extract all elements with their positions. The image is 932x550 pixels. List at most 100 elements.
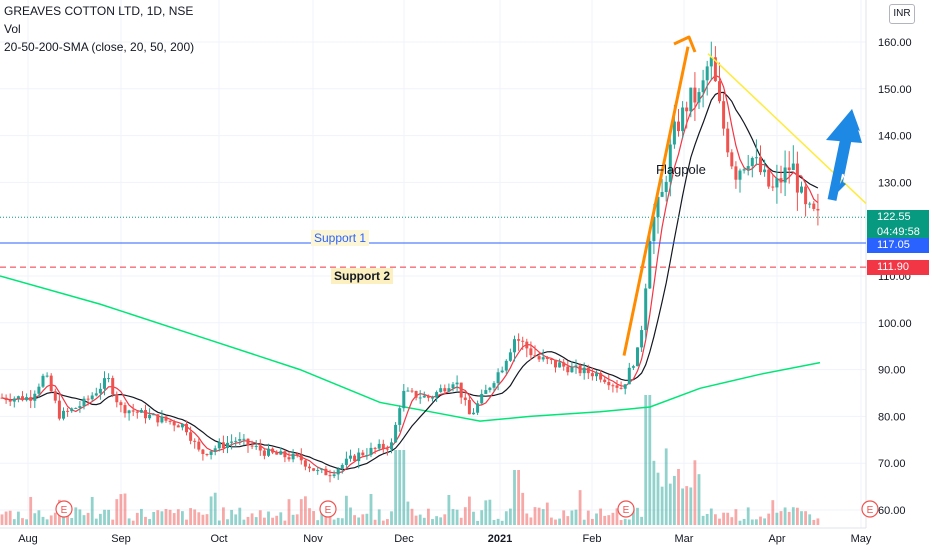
candle-body: [472, 412, 475, 415]
volume-bar: [66, 511, 69, 525]
candle-body: [443, 388, 447, 392]
candle-body: [156, 414, 160, 423]
candle-body: [672, 121, 676, 145]
volume-bar: [172, 513, 176, 525]
volume-bar: [791, 507, 795, 525]
candle-body: [398, 408, 402, 425]
candle-body: [521, 340, 525, 342]
candle-body: [78, 406, 82, 408]
candle-body: [25, 397, 29, 401]
candle-body: [689, 87, 693, 112]
candle-body: [804, 186, 808, 205]
candle-body: [21, 396, 24, 401]
volume-bar: [451, 509, 455, 525]
candle-body: [353, 455, 357, 462]
volume-bar: [17, 511, 20, 525]
candle-body: [107, 378, 111, 380]
volume-bar: [578, 490, 582, 525]
volume-bar: [558, 518, 561, 525]
volume-bar: [545, 502, 549, 525]
candle-body: [357, 452, 361, 462]
earnings-marker-label: E: [867, 505, 874, 516]
volume-bar: [328, 513, 332, 525]
candle-body: [242, 438, 246, 440]
candle-body: [258, 445, 262, 451]
x-tick-label: 2021: [488, 533, 512, 545]
countdown-value: 04:49:58: [877, 226, 920, 238]
volume-bar: [33, 513, 37, 525]
candle-body: [267, 448, 270, 456]
candle-body: [406, 390, 410, 392]
volume-bar: [730, 517, 734, 525]
candle-body: [640, 330, 644, 348]
x-tick-label: May: [851, 533, 872, 545]
volume-bar: [504, 511, 508, 525]
volume-bar: [250, 513, 254, 525]
support2-label: Support 2: [331, 268, 393, 284]
candle-body: [316, 470, 320, 472]
candle-body: [312, 468, 316, 471]
volume-bar: [123, 493, 127, 525]
volume-bar: [127, 518, 131, 525]
currency-button[interactable]: INR: [889, 4, 915, 24]
candle-body: [631, 366, 635, 368]
candle-body: [660, 192, 664, 197]
volume-bar: [135, 512, 139, 525]
volume-bar: [447, 494, 451, 525]
candle-body: [705, 66, 709, 81]
candle-body: [488, 387, 492, 391]
volume-bar: [488, 499, 492, 525]
candle-body: [127, 410, 131, 414]
candle-body: [726, 128, 730, 153]
candle-body: [775, 178, 779, 188]
candle-body: [197, 441, 201, 450]
candle-body: [41, 375, 45, 387]
volume-bar: [783, 507, 787, 525]
candle-body: [611, 385, 615, 387]
volume-bar: [808, 514, 812, 525]
candle-body: [513, 339, 516, 353]
candle-body: [90, 395, 94, 400]
candle-body: [283, 451, 287, 458]
candle-body: [135, 411, 139, 413]
candle-body: [558, 362, 562, 368]
candle-body: [324, 468, 328, 476]
volume-bar: [140, 508, 143, 525]
volume-bar: [529, 517, 533, 525]
x-tick-label: Oct: [210, 533, 227, 545]
candle-body: [262, 450, 266, 456]
volume-bar: [677, 468, 680, 525]
volume-bar: [41, 516, 45, 525]
volume-bar: [369, 493, 373, 525]
candle-body: [320, 468, 324, 471]
candle-body: [812, 203, 816, 209]
candle-body: [734, 166, 738, 180]
volume-bar: [668, 483, 672, 525]
candle-body: [718, 81, 721, 102]
volume-bar: [107, 509, 110, 525]
volume-bar: [197, 512, 201, 525]
volume-bar: [340, 518, 344, 525]
volume-bar: [222, 507, 225, 525]
candle-body: [738, 170, 742, 180]
volume-bar: [603, 515, 607, 525]
grid: [0, 0, 866, 528]
y-tick-label: 70.00: [878, 458, 906, 470]
volume-bar: [21, 518, 24, 525]
candle-body: [287, 457, 291, 460]
earnings-marker-icon: [617, 500, 635, 518]
volume-bar: [119, 494, 123, 525]
flagpole-arrow-head: [673, 35, 697, 53]
volume-bar: [533, 507, 537, 525]
candle-body: [217, 442, 221, 449]
candle-body: [750, 157, 754, 167]
candle-body: [767, 169, 771, 187]
candle-body: [303, 460, 307, 467]
volume-bar: [373, 519, 377, 525]
volume-bar: [201, 514, 205, 525]
candle-body: [377, 443, 381, 449]
volume-bar: [439, 517, 443, 525]
volume-bar: [484, 500, 488, 525]
volume-bar: [402, 450, 406, 525]
